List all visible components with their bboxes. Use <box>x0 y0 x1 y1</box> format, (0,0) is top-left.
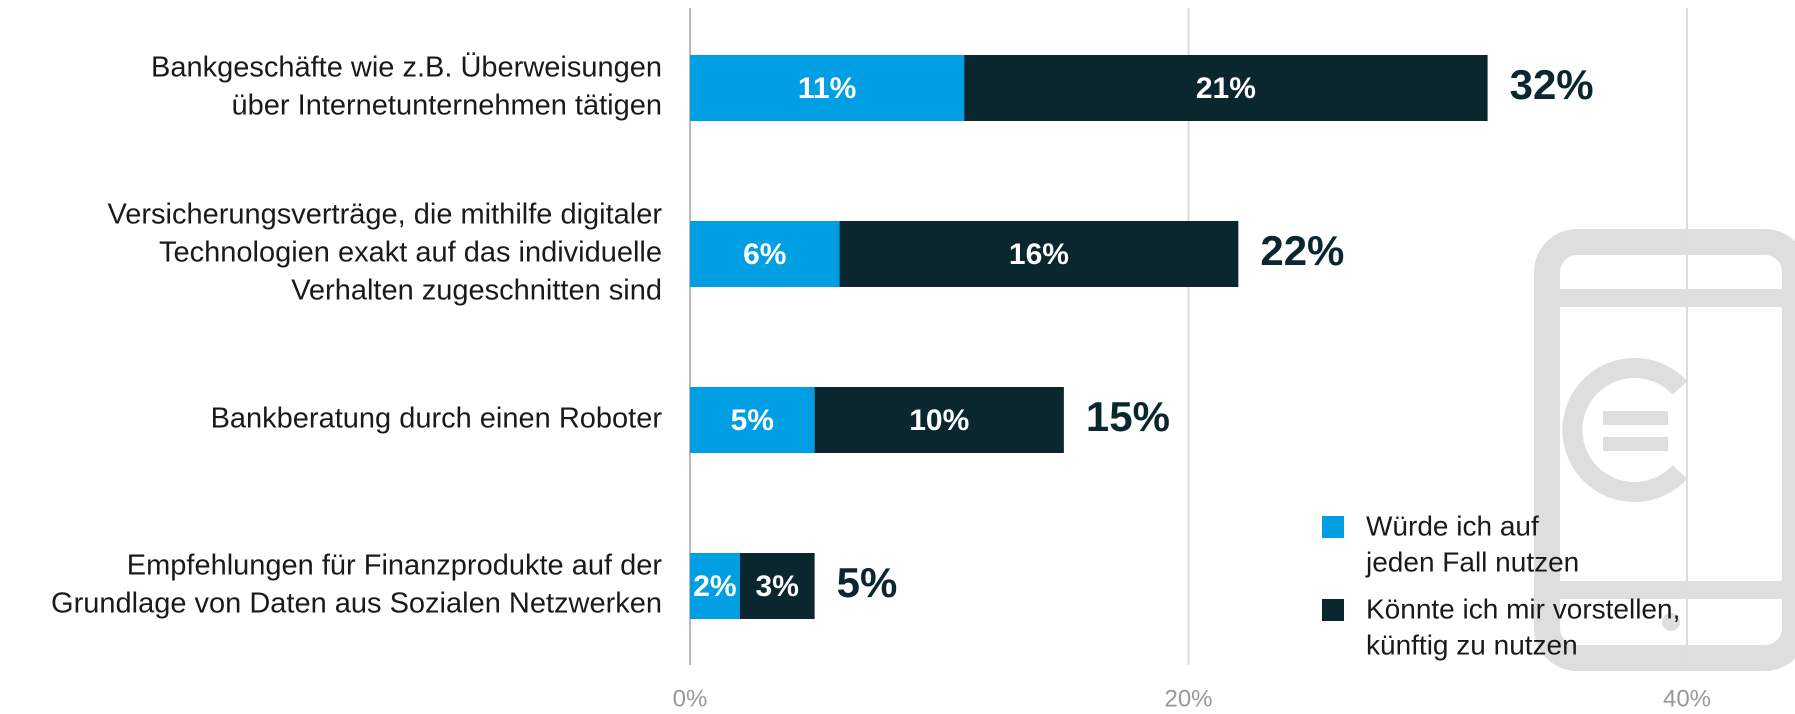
x-tick-label: 0% <box>673 685 708 712</box>
segment-label: 3% <box>756 570 799 603</box>
category-label: Bankgeschäfte wie z.B. Überweisungen <box>151 52 662 84</box>
phone-icon <box>1534 229 1795 671</box>
legend-swatch <box>1322 599 1344 621</box>
euro-arc <box>1562 358 1688 502</box>
category-label: Empfehlungen für Finanzprodukte auf der <box>127 550 663 582</box>
legend-label: künftig zu nutzen <box>1366 629 1578 660</box>
category-label: Technologien exakt auf das individuelle <box>159 237 662 269</box>
bar-segment <box>690 55 965 121</box>
segment-label: 21% <box>1196 72 1256 105</box>
category-label: Bankberatung durch einen Roboter <box>211 403 663 435</box>
total-label: 15% <box>1086 393 1170 440</box>
x-tick-label: 40% <box>1663 685 1711 712</box>
segment-label: 11% <box>798 72 856 105</box>
category-label: Verhalten zugeschnitten sind <box>291 275 662 307</box>
bar-segment <box>814 387 1064 453</box>
segment-label: 10% <box>909 404 969 437</box>
legend-label: Könnte ich mir vorstellen, <box>1366 593 1680 624</box>
segment-label: 16% <box>1009 238 1069 271</box>
category-label: Grundlage von Daten aus Sozialen Netzwer… <box>51 588 662 620</box>
legend-label: Würde ich auf <box>1366 510 1539 541</box>
bar-segment <box>690 221 840 287</box>
phone-button <box>1662 613 1680 631</box>
total-label: 32% <box>1510 61 1594 108</box>
segment-label: 6% <box>743 238 786 271</box>
total-label: 22% <box>1260 227 1344 274</box>
x-tick-label: 20% <box>1164 685 1212 712</box>
segment-label: 5% <box>731 404 774 437</box>
legend-label: jeden Fall nutzen <box>1365 546 1579 577</box>
bar-segment <box>839 221 1239 287</box>
bar-segment <box>964 55 1488 121</box>
category-label: über Internetunternehmen tätigen <box>232 90 662 122</box>
phone-body <box>1534 229 1795 671</box>
bar-segment <box>690 387 815 453</box>
segment-label: 2% <box>693 570 736 603</box>
category-label: Versicherungsverträge, die mithilfe digi… <box>108 199 663 231</box>
legend-swatch <box>1322 516 1344 538</box>
bar-segment <box>739 553 815 619</box>
bar-segment <box>690 553 740 619</box>
total-label: 5% <box>837 559 898 606</box>
